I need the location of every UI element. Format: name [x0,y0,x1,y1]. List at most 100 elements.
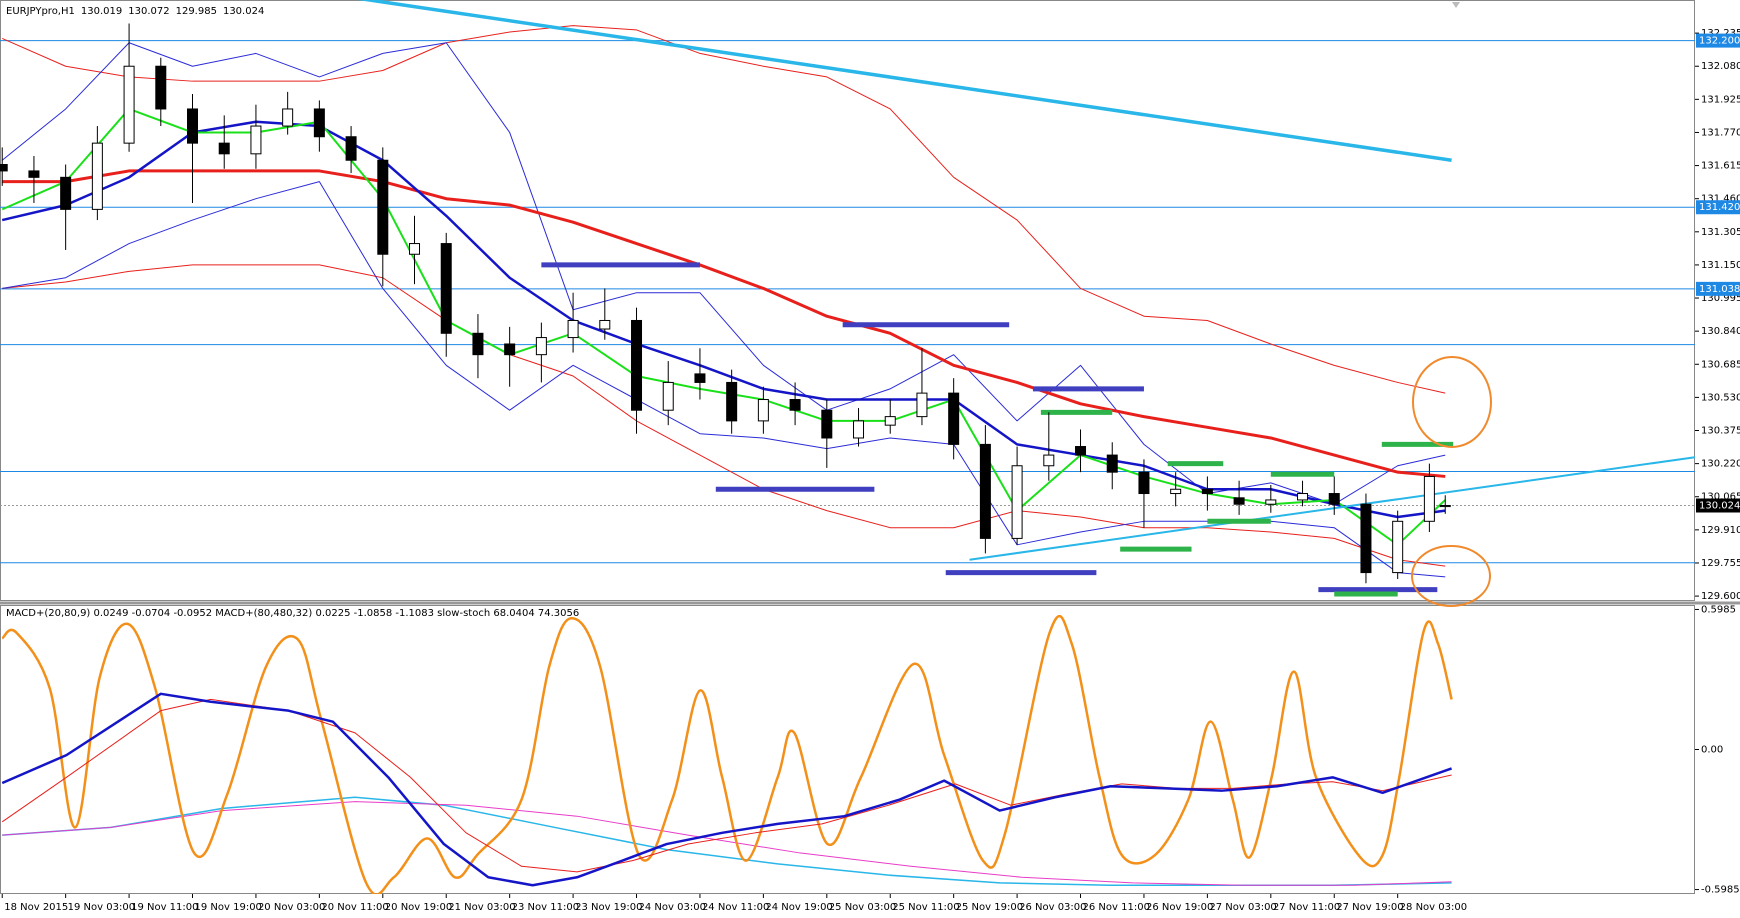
x-tick-label: 21 Nov 03:00 [448,902,515,913]
x-tick-label: 28 Nov 03:00 [1400,902,1467,913]
x-tick-label: 20 Nov 19:00 [385,902,452,913]
candle-body [853,420,865,439]
y-tick-label: 131.925 [1701,94,1740,105]
y-tick-label: 130.995 [1701,293,1740,304]
x-tick-label: 19 Nov 11:00 [131,902,198,913]
header-text: 130.019 [81,6,122,17]
x-tick-label: 25 Nov 19:00 [956,902,1023,913]
candle-body [1201,488,1213,495]
y-tick-label: 131.460 [1701,194,1740,205]
candle-body [979,443,991,539]
x-tick-label: 18 Nov 2015 [4,902,68,913]
candle-body [218,142,230,155]
x-tick-label: 25 Nov 03:00 [829,902,896,913]
candle-body [1043,454,1055,467]
candle-body [726,381,738,422]
candle-body [1392,520,1404,574]
level-label: 132.200 [1699,36,1740,47]
candle-body [694,373,706,383]
indicator-title: MACD+(20,80,9) 0.0249 -0.0704 -0.0952 MA… [6,608,579,619]
header-text: EURJPYpro,H1 [6,6,75,17]
main-panel [0,0,1695,601]
candle-body [1423,475,1435,522]
candle-body [631,319,643,411]
level-label: 131.038 [1699,284,1740,295]
y-tick-label: 130.530 [1701,392,1740,403]
indicator-line [1,615,1453,894]
candle-body [599,319,611,330]
header-text: 129.985 [176,6,217,17]
x-tick-label: 26 Nov 19:00 [1146,902,1213,913]
last-price-label: 130.024 [1699,500,1740,511]
candle-body [187,108,199,144]
indicator-line [2,25,1446,394]
candle-body [757,399,769,422]
indicator-line [1,692,1453,887]
candle-body [409,243,421,255]
y-tick-label: 129.755 [1701,558,1740,569]
candle-body [662,381,674,411]
x-tick-label: 24 Nov 03:00 [639,902,706,913]
candle-body [535,337,547,356]
candle-body [1297,493,1309,501]
candle-body [1011,465,1023,539]
candle-body [472,332,484,356]
candle-body [155,65,167,110]
indicator-panel [0,605,1695,894]
indicator-line [2,264,1446,567]
candle-body [377,159,389,255]
x-tick-label: 19 Nov 03:00 [68,902,135,913]
y-tick-label: 130.065 [1701,492,1740,503]
x-tick-label: 27 Nov 11:00 [1273,902,1340,913]
candle-body [567,319,579,339]
level-label: 131.420 [1699,202,1740,213]
header-text: 130.024 [223,6,264,17]
candle-body [789,399,801,411]
y-tick-label: 132.080 [1701,61,1740,72]
candle-body [1106,454,1118,473]
y-tick-label: 0.5985 [1701,604,1736,615]
level-label-box [1696,281,1740,296]
y-tick-label: -0.5985 [1701,885,1740,896]
x-tick-label: 25 Nov 11:00 [892,902,959,913]
y-tick-label: 129.910 [1701,525,1740,536]
candle-body [948,392,960,445]
x-tick-label: 24 Nov 19:00 [765,902,832,913]
candle-body [440,243,452,334]
x-tick-label: 24 Nov 11:00 [702,902,769,913]
x-tick-label: 23 Nov 11:00 [512,902,579,913]
candle-body [250,125,262,155]
x-tick-label: 27 Nov 03:00 [1209,902,1276,913]
candle-body [1328,493,1340,505]
candle-body [821,409,833,439]
candle-body [1233,497,1245,505]
indicator-line [2,169,1446,478]
y-tick-label: 0.00 [1701,745,1723,756]
indicator-plot [1,615,1453,894]
header-text: 130.072 [128,6,169,17]
y-tick-label: 130.840 [1701,326,1740,337]
candle-body [91,142,103,210]
x-tick-label: 20 Nov 03:00 [258,902,325,913]
level-label-box [1696,33,1740,48]
candle-body [1075,446,1087,456]
main-plot [0,0,1695,597]
candle-body [28,170,40,178]
candle-body [504,343,516,356]
candle-body [1170,488,1182,495]
candle-body [916,392,928,418]
candle-body [1439,504,1451,508]
y-tick-label: 131.770 [1701,127,1740,138]
candle-body [345,136,357,161]
candle-body [1360,503,1372,574]
x-tick-label: 26 Nov 03:00 [1019,902,1086,913]
highlight-ellipse [1412,356,1492,448]
level-label-box [1696,200,1740,215]
candle-body [60,176,72,210]
y-tick-label: 130.685 [1701,359,1740,370]
candle-body [313,108,325,138]
x-tick-label: 27 Nov 19:00 [1336,902,1403,913]
indicator-line [969,456,1695,561]
